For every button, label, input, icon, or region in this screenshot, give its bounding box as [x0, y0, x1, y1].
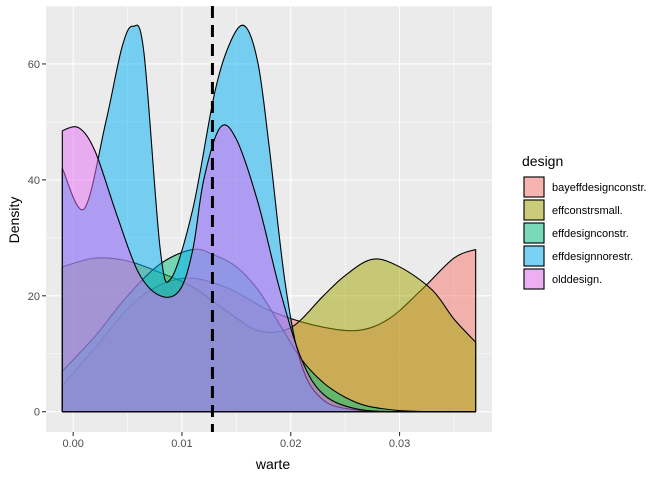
legend-swatch [523, 245, 545, 267]
legend-swatch [523, 176, 545, 198]
x-axis-title: warte [255, 456, 290, 472]
axis-ticks [42, 63, 401, 436]
density-outline-olddesign [62, 124, 476, 413]
y-tick-label: 40 [28, 175, 40, 187]
x-tick-label: 0.01 [171, 438, 192, 450]
legend-swatch [523, 222, 545, 244]
y-tick-labels: 0 20 40 60 [28, 59, 40, 419]
legend-label: effdesignnorestr. [552, 251, 633, 263]
x-tick-labels: 0.00 0.01 0.02 0.03 [62, 438, 410, 450]
legend-entries: bayeffdesignconstr. effconstrsmall. effdes… [523, 176, 647, 290]
x-tick-label: 0.00 [62, 438, 83, 450]
density-areas [61, 24, 477, 413]
x-tick-label: 0.03 [389, 438, 410, 450]
legend-label: olddesign. [552, 274, 602, 286]
y-tick-label: 0 [34, 407, 40, 419]
y-tick-label: 60 [28, 59, 40, 71]
y-axis-title: Density [6, 197, 22, 244]
legend-swatch [523, 268, 545, 290]
legend-label: effdesignconstr. [552, 228, 629, 240]
legend-label: bayeffdesignconstr. [552, 182, 647, 194]
x-tick-label: 0.02 [280, 438, 301, 450]
density-area-olddesign [62, 124, 476, 412]
legend: design bayeffdesignconstr. effconstrsmall… [522, 153, 647, 290]
legend-title: design [522, 153, 563, 169]
legend-swatch [523, 199, 545, 221]
legend-label: effconstrsmall. [552, 205, 623, 217]
y-tick-label: 20 [28, 291, 40, 303]
